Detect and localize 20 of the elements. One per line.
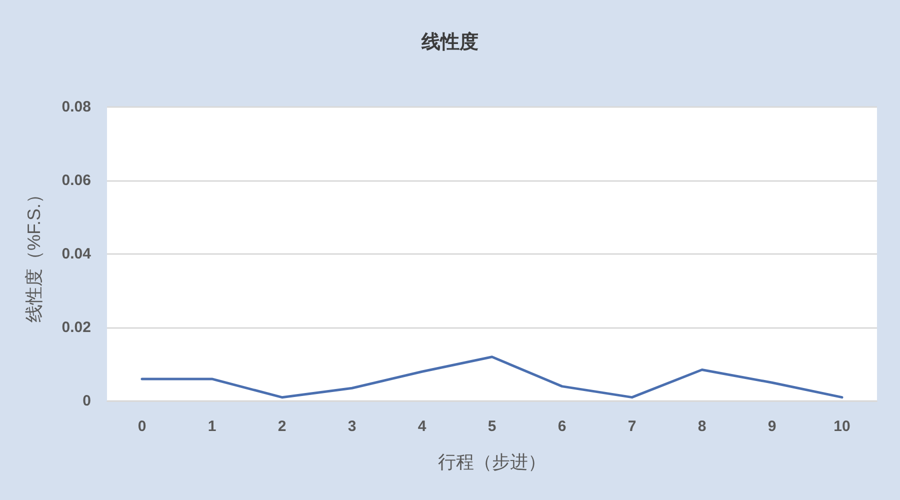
y-tick-label: 0.08 bbox=[62, 98, 91, 116]
x-axis-title: 行程（步进） bbox=[438, 452, 546, 472]
line-series bbox=[140, 356, 844, 399]
x-tick-label: 3 bbox=[348, 418, 356, 435]
x-tick-label: 6 bbox=[558, 418, 566, 435]
y-tick-label: 0.02 bbox=[62, 319, 91, 336]
x-tick-label: 5 bbox=[488, 418, 496, 435]
x-tick-label: 1 bbox=[208, 418, 216, 435]
x-tick-label: 9 bbox=[768, 418, 776, 435]
x-tick-label: 8 bbox=[698, 418, 706, 435]
x-tick-label: 10 bbox=[834, 418, 850, 435]
y-axis-title: 线性度（%F.S.） bbox=[24, 185, 44, 323]
y-tick-label: 0.04 bbox=[62, 246, 92, 262]
x-tick-label: 2 bbox=[278, 418, 286, 435]
chart-title: 线性度 bbox=[420, 31, 478, 53]
y-tick-label: 0.06 bbox=[62, 172, 91, 189]
x-tick-label: 0 bbox=[138, 418, 146, 435]
y-tick-label: 0 bbox=[82, 392, 91, 410]
x-tick-label: 4 bbox=[418, 418, 427, 435]
x-tick-label: 7 bbox=[628, 418, 636, 435]
